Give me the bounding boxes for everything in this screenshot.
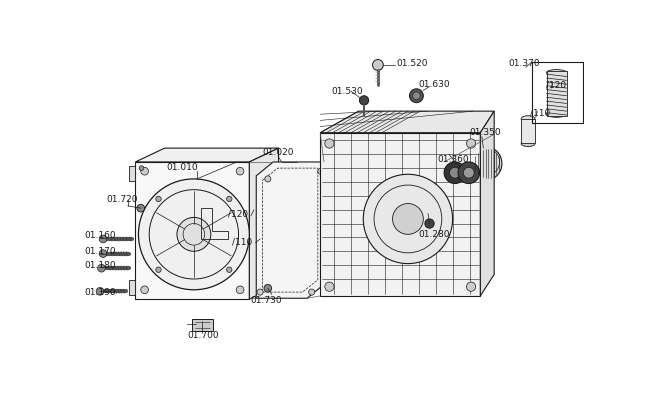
Text: 01.350: 01.350: [469, 128, 501, 137]
Text: 01.190: 01.190: [85, 288, 116, 297]
Text: 01.530: 01.530: [331, 87, 363, 96]
Circle shape: [318, 168, 324, 174]
Polygon shape: [249, 148, 279, 299]
Ellipse shape: [547, 70, 566, 76]
Circle shape: [139, 179, 249, 290]
Circle shape: [227, 196, 232, 202]
Circle shape: [236, 286, 244, 294]
Circle shape: [137, 204, 145, 212]
Circle shape: [177, 218, 211, 251]
Text: 01.160: 01.160: [85, 231, 116, 240]
Circle shape: [96, 288, 104, 295]
Circle shape: [156, 196, 161, 202]
Text: /110: /110: [531, 108, 551, 117]
Polygon shape: [480, 111, 494, 296]
Circle shape: [444, 162, 465, 184]
Circle shape: [141, 167, 148, 175]
Text: 01.700: 01.700: [187, 331, 219, 340]
Circle shape: [264, 284, 271, 292]
Circle shape: [450, 167, 460, 178]
Polygon shape: [135, 148, 279, 162]
Text: 01.180: 01.180: [85, 261, 116, 270]
Circle shape: [359, 96, 368, 105]
Text: /110: /110: [232, 238, 253, 246]
Polygon shape: [320, 133, 480, 296]
Polygon shape: [129, 166, 135, 181]
Polygon shape: [320, 111, 494, 133]
Text: /120: /120: [546, 80, 566, 90]
Text: 01.280: 01.280: [418, 230, 449, 239]
Circle shape: [363, 174, 452, 264]
Polygon shape: [135, 162, 249, 299]
Text: 01.010: 01.010: [166, 163, 198, 172]
Circle shape: [372, 60, 383, 70]
Circle shape: [425, 219, 434, 228]
Text: 01.170: 01.170: [85, 247, 116, 256]
Circle shape: [464, 167, 474, 178]
Circle shape: [99, 250, 107, 258]
Text: /120: /120: [229, 209, 249, 218]
Circle shape: [325, 139, 334, 148]
Circle shape: [156, 267, 161, 272]
Circle shape: [309, 289, 315, 295]
Ellipse shape: [473, 147, 502, 180]
Text: 01.020: 01.020: [262, 148, 294, 157]
Text: 01.730: 01.730: [251, 296, 283, 305]
Text: 01.370: 01.370: [509, 59, 540, 68]
Circle shape: [458, 162, 480, 184]
Polygon shape: [521, 119, 535, 144]
Ellipse shape: [547, 111, 566, 117]
Circle shape: [393, 204, 423, 234]
Circle shape: [139, 166, 144, 170]
Circle shape: [467, 282, 476, 291]
Text: 01.720: 01.720: [106, 195, 137, 204]
Circle shape: [98, 264, 105, 272]
Text: 01.630: 01.630: [418, 80, 450, 90]
Circle shape: [236, 167, 244, 175]
Circle shape: [409, 89, 423, 103]
Text: 01.520: 01.520: [396, 59, 428, 68]
Polygon shape: [129, 280, 135, 295]
Circle shape: [257, 289, 263, 295]
Ellipse shape: [521, 116, 535, 122]
Polygon shape: [256, 162, 324, 298]
Circle shape: [467, 139, 476, 148]
Text: 01.360: 01.360: [437, 155, 469, 164]
Polygon shape: [191, 319, 213, 331]
Circle shape: [227, 267, 232, 272]
Circle shape: [325, 282, 334, 291]
Circle shape: [141, 286, 148, 294]
Circle shape: [413, 92, 421, 100]
Circle shape: [265, 176, 271, 182]
Ellipse shape: [521, 140, 535, 146]
Circle shape: [99, 235, 107, 243]
Polygon shape: [547, 71, 566, 116]
